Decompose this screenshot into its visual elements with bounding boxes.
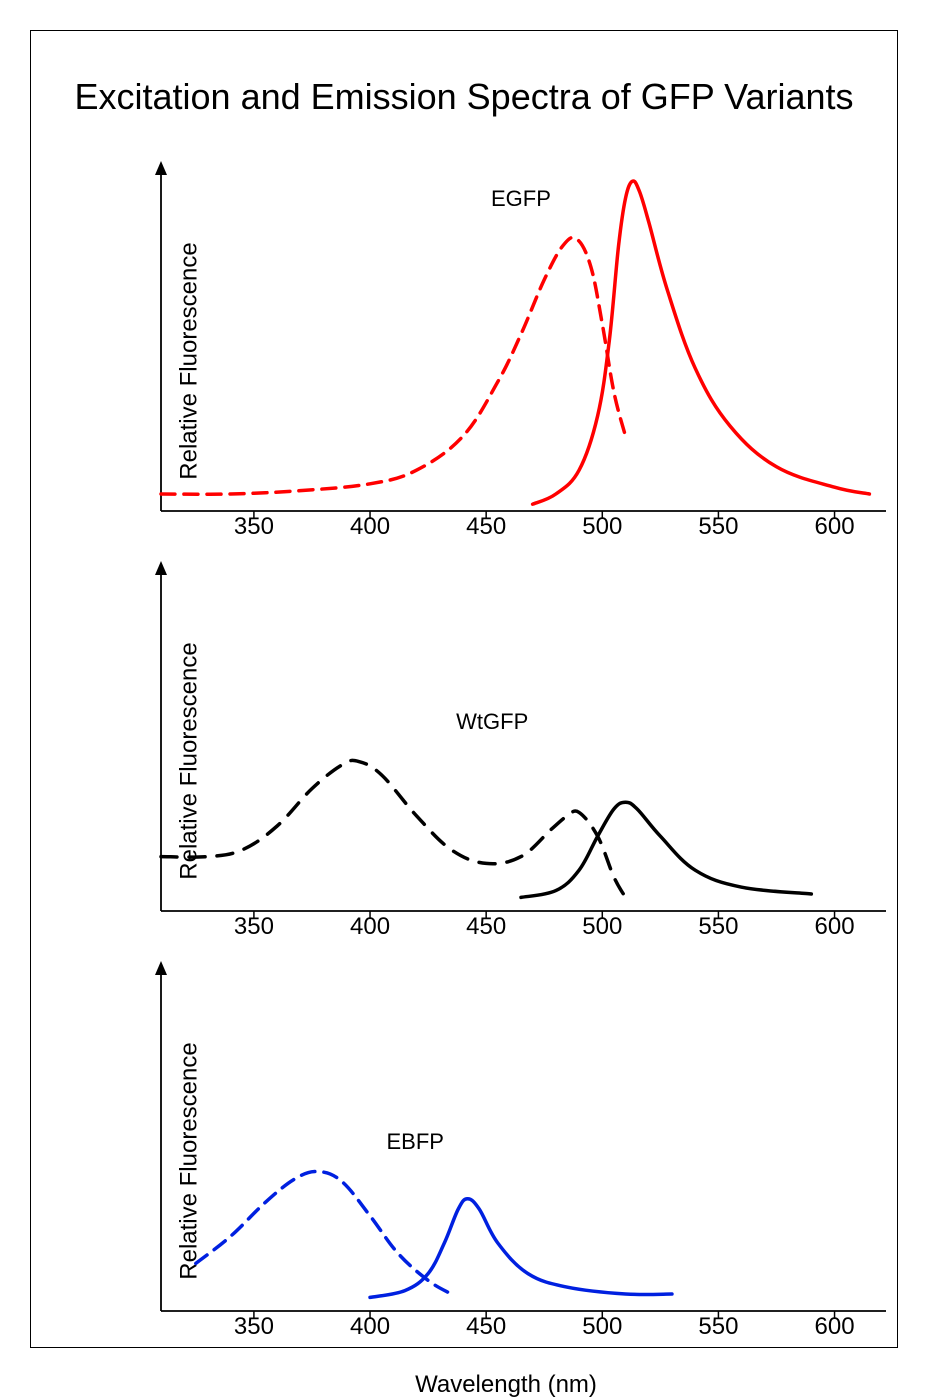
x-tick-label: 400 — [350, 1313, 390, 1341]
x-tick-label: 450 — [466, 913, 506, 941]
plot-egfp — [121, 161, 891, 561]
x-tick-label: 600 — [815, 513, 855, 541]
x-tick-label: 550 — [698, 1313, 738, 1341]
chart-title: Excitation and Emission Spectra of GFP V… — [74, 76, 853, 118]
x-tick-label: 500 — [582, 913, 622, 941]
series-label-wtgfp: WtGFP — [456, 709, 528, 735]
x-ticks-ebfp: 350 400 450 500 550 600 — [121, 1313, 891, 1343]
panel-ebfp: Relative Fluorescence EBFP 3504004505005… — [121, 961, 891, 1361]
x-tick-label: 400 — [350, 913, 390, 941]
panel-egfp: Relative Fluorescence EGFP 3504004505005… — [121, 161, 891, 561]
x-tick-label: 350 — [234, 913, 274, 941]
series-label-egfp: EGFP — [491, 186, 551, 212]
chart-frame: Excitation and Emission Spectra of GFP V… — [30, 30, 898, 1348]
emission-curve — [533, 181, 870, 504]
emission-curve — [521, 802, 811, 897]
x-tick-label: 600 — [815, 1313, 855, 1341]
excitation-curve — [196, 1171, 451, 1294]
x-tick-label: 550 — [698, 913, 738, 941]
excitation-curve — [161, 237, 626, 494]
panel-wtgfp: Relative Fluorescence WtGFP 350400450500… — [121, 561, 891, 961]
x-tick-label: 350 — [234, 1313, 274, 1341]
emission-curve — [370, 1199, 672, 1298]
plot-ebfp — [121, 961, 891, 1361]
x-ticks-egfp: 350 400 450 500 550 600 — [121, 513, 891, 543]
x-tick-label: 450 — [466, 1313, 506, 1341]
series-label-ebfp: EBFP — [386, 1129, 443, 1155]
x-tick-label: 600 — [815, 913, 855, 941]
chart-container: Excitation and Emission Spectra of GFP V… — [0, 0, 928, 1378]
x-axis-label: Wavelength (nm) — [415, 1371, 597, 1399]
excitation-curve — [161, 760, 626, 897]
x-ticks-wtgfp: 350 400 450 500 550 600 — [121, 913, 891, 943]
x-tick-label: 550 — [698, 513, 738, 541]
plot-wtgfp — [121, 561, 891, 961]
x-tick-label: 500 — [582, 513, 622, 541]
x-tick-label: 500 — [582, 1313, 622, 1341]
x-tick-label: 450 — [466, 513, 506, 541]
x-tick-label: 400 — [350, 513, 390, 541]
x-tick-label: 350 — [234, 513, 274, 541]
